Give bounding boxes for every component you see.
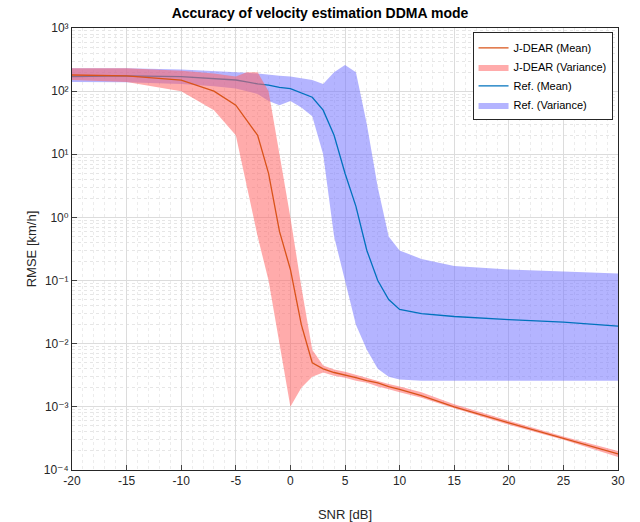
svg-text:20: 20	[502, 474, 516, 488]
svg-text:10⁻³: 10⁻³	[45, 400, 69, 414]
svg-text:Ref. (Mean): Ref. (Mean)	[514, 80, 572, 92]
svg-text:-5: -5	[230, 474, 241, 488]
svg-text:10: 10	[393, 474, 407, 488]
svg-text:25: 25	[557, 474, 571, 488]
svg-text:0: 0	[287, 474, 294, 488]
svg-text:10⁻¹: 10⁻¹	[45, 274, 69, 288]
svg-text:SNR [dB]: SNR [dB]	[318, 507, 372, 522]
svg-text:Ref. (Variance): Ref. (Variance)	[514, 99, 587, 111]
svg-text:10⁻²: 10⁻²	[45, 337, 69, 351]
svg-text:10¹: 10¹	[51, 147, 68, 161]
svg-text:-15: -15	[118, 474, 136, 488]
svg-text:10³: 10³	[51, 21, 68, 35]
svg-text:J-DEAR (Mean): J-DEAR (Mean)	[514, 42, 592, 54]
svg-text:5: 5	[342, 474, 349, 488]
svg-text:30: 30	[611, 474, 625, 488]
svg-text:10⁰: 10⁰	[50, 211, 68, 225]
svg-text:J-DEAR (Variance): J-DEAR (Variance)	[514, 61, 607, 73]
svg-text:RMSE [km/h]: RMSE [km/h]	[24, 211, 39, 288]
svg-text:15: 15	[448, 474, 462, 488]
svg-text:Accuracy of velocity estimatio: Accuracy of velocity estimation DDMA mod…	[172, 5, 469, 21]
svg-text:-20: -20	[63, 474, 81, 488]
svg-text:10²: 10²	[51, 84, 68, 98]
svg-text:10⁻⁴: 10⁻⁴	[44, 463, 69, 477]
svg-text:-10: -10	[173, 474, 191, 488]
